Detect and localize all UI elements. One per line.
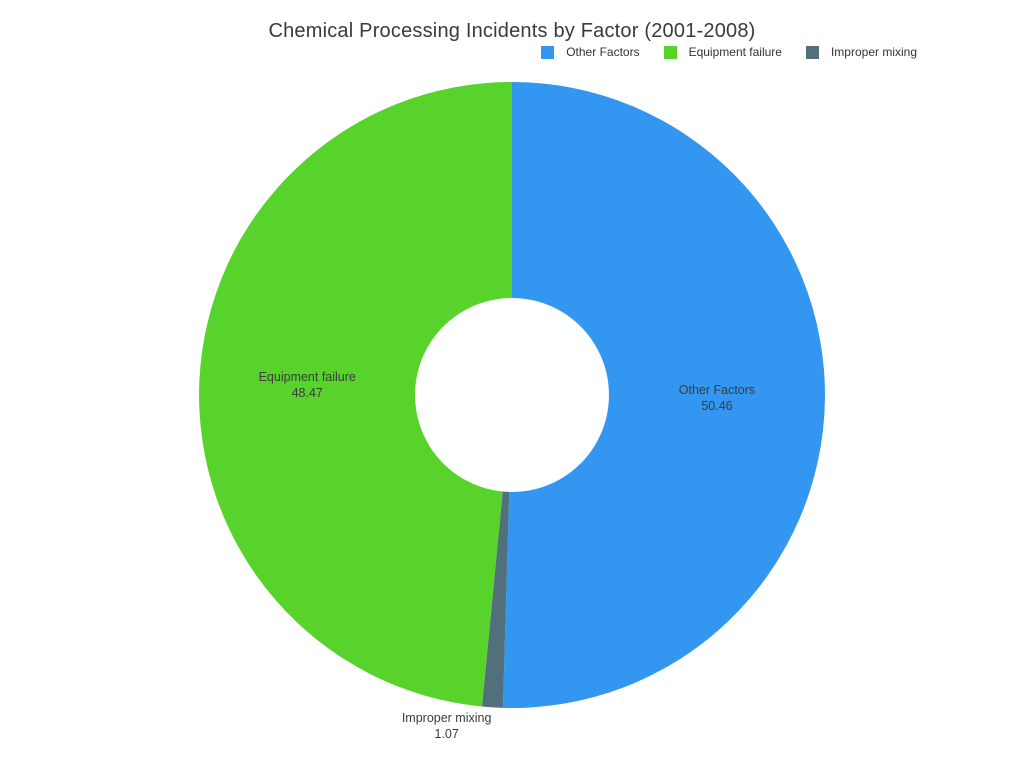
legend-swatch-icon <box>805 45 819 59</box>
legend-swatch-icon <box>541 45 555 59</box>
legend: Other Factors Equipment failure Improper m… <box>541 45 917 59</box>
legend-label: Improper mixing <box>830 45 917 59</box>
legend-label: Equipment failure <box>688 45 782 59</box>
legend-item-other-factors[interactable]: Other Factors <box>541 45 640 59</box>
legend-label: Other Factors <box>566 45 640 59</box>
legend-item-equipment-failure[interactable]: Equipment failure <box>663 45 782 59</box>
pie-slice-other-factors[interactable] <box>502 82 825 708</box>
chart-title: Chemical Processing Incidents by Factor … <box>268 20 756 42</box>
pie-slice-improper-mixing[interactable] <box>481 491 510 708</box>
legend-swatch-icon <box>663 45 677 59</box>
legend-item-improper-mixing[interactable]: Improper mixing <box>805 45 917 59</box>
pie-slice-equipment-failure[interactable] <box>199 82 512 707</box>
